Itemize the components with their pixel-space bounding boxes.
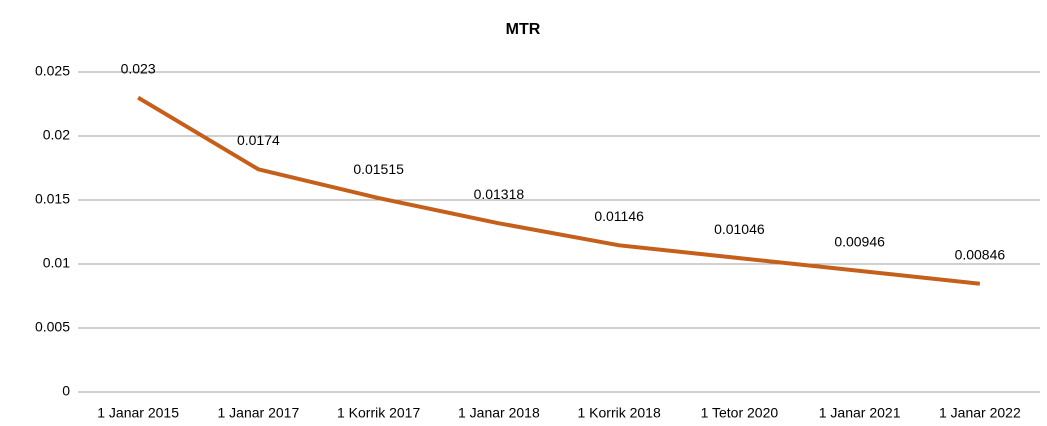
y-tick-label: 0.005: [35, 319, 70, 335]
data-label: 0.00846: [955, 246, 1006, 262]
x-tick-label: 1 Janar 2018: [458, 405, 540, 421]
y-tick-label: 0: [62, 383, 70, 399]
y-tick-label: 0.025: [35, 63, 70, 79]
y-tick-label: 0.02: [43, 127, 70, 143]
data-label: 0.0174: [237, 132, 280, 148]
x-tick-label: 1 Janar 2017: [218, 405, 300, 421]
chart-title: MTR: [506, 21, 541, 38]
data-label: 0.023: [121, 60, 156, 76]
y-tick-label: 0.01: [43, 255, 70, 271]
x-tick-label: 1 Korrik 2018: [577, 405, 660, 421]
data-line: [137, 95, 981, 286]
data-label: 0.01318: [474, 186, 525, 202]
y-tick-label: 0.015: [35, 191, 70, 207]
data-label: 0.00946: [834, 234, 885, 250]
data-label: 0.01046: [714, 221, 765, 237]
data-label: 0.01515: [353, 161, 404, 177]
x-tick-label: 1 Korrik 2017: [337, 405, 420, 421]
x-tick-label: 1 Janar 2022: [939, 405, 1021, 421]
x-tick-label: 1 Tetor 2020: [701, 405, 779, 421]
data-label: 0.01146: [594, 208, 644, 224]
x-tick-label: 1 Janar 2015: [97, 405, 179, 421]
x-tick-label: 1 Janar 2021: [819, 405, 901, 421]
